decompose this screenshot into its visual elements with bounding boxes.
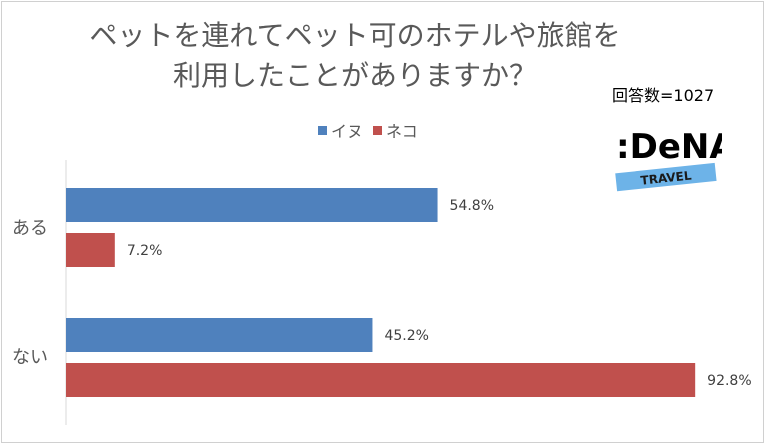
bar-0-1 [66,318,373,352]
chart-title: ペットを連れてペット可のホテルや旅館を 利用したことがありますか？ [30,16,680,96]
logo-wordmark: :DeNA [616,127,722,167]
data-label-1-1: 92.8% [707,373,751,389]
legend-label-cat: ネコ [386,122,418,141]
data-label-0-0: 54.8% [450,198,494,214]
title-line-2: 利用したことがありますか？ [172,59,537,92]
bar-0-0 [66,188,438,222]
data-label-0-1: 45.2% [384,328,428,344]
title-line-1: ペットを連れてペット可のホテルや旅館を [89,19,621,52]
data-label-1-0: 7.2% [127,243,163,259]
category-label-0: ある [12,218,48,239]
legend-item-dog: イヌ [318,118,363,142]
logo-band [615,162,717,192]
bar-1-0 [66,233,115,267]
legend-label-dog: イヌ [331,122,364,141]
bar-1-1 [66,363,696,397]
legend-swatch-dog [318,125,327,135]
legend-item-cat: ネコ [373,118,418,142]
legend-swatch-cat [373,125,383,135]
legend: イヌ ネコ [318,118,418,142]
dena-travel-logo: :DeNA TRAVEL [615,127,722,192]
logo-subtext: TRAVEL [640,168,693,187]
category-label-1: ない [12,347,48,368]
response-count-note: 回答数=1027 [612,86,715,105]
